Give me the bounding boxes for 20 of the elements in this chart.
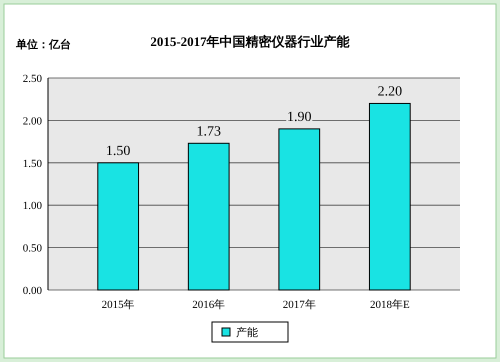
chart-title: 2015-2017年中国精密仪器行业产能 [150, 34, 351, 49]
text: 2.20 [378, 84, 402, 100]
text: 1.50 [106, 144, 130, 159]
y-tick-label: 2.00 [22, 115, 42, 128]
x-tick-label: 2016年 [192, 299, 226, 311]
legend-label: 产能 [236, 326, 258, 339]
y-tick-label: 1.00 [22, 200, 42, 212]
y-tick-label: 0.50 [22, 242, 42, 255]
bar [368, 102, 411, 290]
chart-subtitle: 单位：亿台 [15, 38, 71, 51]
y-tick-label: 2.50 [22, 73, 42, 85]
y-tick-label: 1.50 [22, 158, 42, 170]
text: 1.73 [196, 124, 221, 140]
x-tick-label: 2017年 [282, 299, 316, 311]
bar [278, 128, 320, 290]
bar [188, 142, 230, 290]
y-tick-label: 0.00 [22, 285, 42, 297]
x-tick-label: 2015年 [102, 299, 135, 311]
x-tick-label: 2018年E [370, 299, 410, 311]
bar [97, 162, 140, 290]
